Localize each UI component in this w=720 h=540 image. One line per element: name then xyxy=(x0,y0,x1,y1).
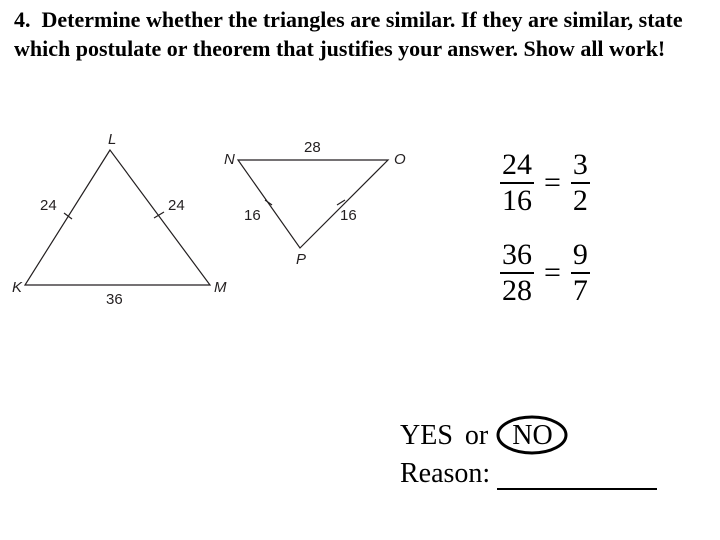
equals-sign: = xyxy=(544,166,561,200)
label-K: K xyxy=(12,279,23,296)
numerator: 36 xyxy=(500,240,534,272)
side-KM: 36 xyxy=(106,291,123,308)
fraction-3-2: 3 2 xyxy=(571,150,590,216)
fraction-24-16: 24 16 xyxy=(500,150,534,216)
denominator: 16 xyxy=(500,184,534,216)
yes-or-no: YES or NO xyxy=(400,418,657,454)
no-option-circled: NO xyxy=(500,418,564,454)
denominator: 7 xyxy=(571,274,590,306)
fraction-9-7: 9 7 xyxy=(571,240,590,306)
side-OP: 16 xyxy=(340,207,357,224)
label-M: M xyxy=(214,279,227,296)
or-text: or xyxy=(465,420,488,452)
ratio-row-2: 36 28 = 9 7 xyxy=(500,240,590,306)
ratio-row-1: 24 16 = 3 2 xyxy=(500,150,590,216)
triangles-diagram: L K M 24 24 36 N O P 28 16 16 xyxy=(10,130,410,310)
side-LM: 24 xyxy=(168,197,185,214)
answer-area: YES or NO Reason: xyxy=(400,418,657,490)
hand-circle-icon xyxy=(492,412,572,458)
reason-line: Reason: xyxy=(400,458,657,490)
side-NO: 28 xyxy=(304,139,321,156)
triangle-nop: N O P 28 16 16 xyxy=(224,139,406,268)
triangle-klm: L K M 24 24 36 xyxy=(12,131,227,308)
equals-sign: = xyxy=(544,256,561,290)
label-O: O xyxy=(394,151,406,168)
label-N: N xyxy=(224,151,235,168)
question-number: 4. xyxy=(14,7,31,32)
numerator: 9 xyxy=(571,240,590,272)
label-L: L xyxy=(108,131,116,148)
ratio-work: 24 16 = 3 2 36 28 = 9 7 xyxy=(500,150,590,330)
denominator: 2 xyxy=(571,184,590,216)
side-KL: 24 xyxy=(40,197,57,214)
label-P: P xyxy=(296,251,306,268)
numerator: 24 xyxy=(500,150,534,182)
reason-blank xyxy=(497,488,657,490)
fraction-36-28: 36 28 xyxy=(500,240,534,306)
side-NP: 16 xyxy=(244,207,261,224)
yes-option: YES xyxy=(400,420,453,452)
question-text: 4. Determine whether the triangles are s… xyxy=(14,6,704,63)
denominator: 28 xyxy=(500,274,534,306)
question-body: Determine whether the triangles are simi… xyxy=(14,7,683,61)
reason-label: Reason: xyxy=(400,458,490,489)
numerator: 3 xyxy=(571,150,590,182)
